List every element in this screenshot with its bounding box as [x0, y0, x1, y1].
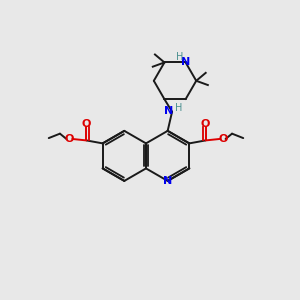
Text: H: H [175, 103, 182, 113]
Text: N: N [164, 106, 173, 116]
Text: O: O [82, 119, 91, 129]
Text: O: O [64, 134, 74, 144]
Text: N: N [181, 57, 190, 68]
Text: H: H [176, 52, 183, 61]
Text: O: O [201, 119, 210, 129]
Text: N: N [163, 176, 172, 186]
Text: O: O [218, 134, 228, 144]
